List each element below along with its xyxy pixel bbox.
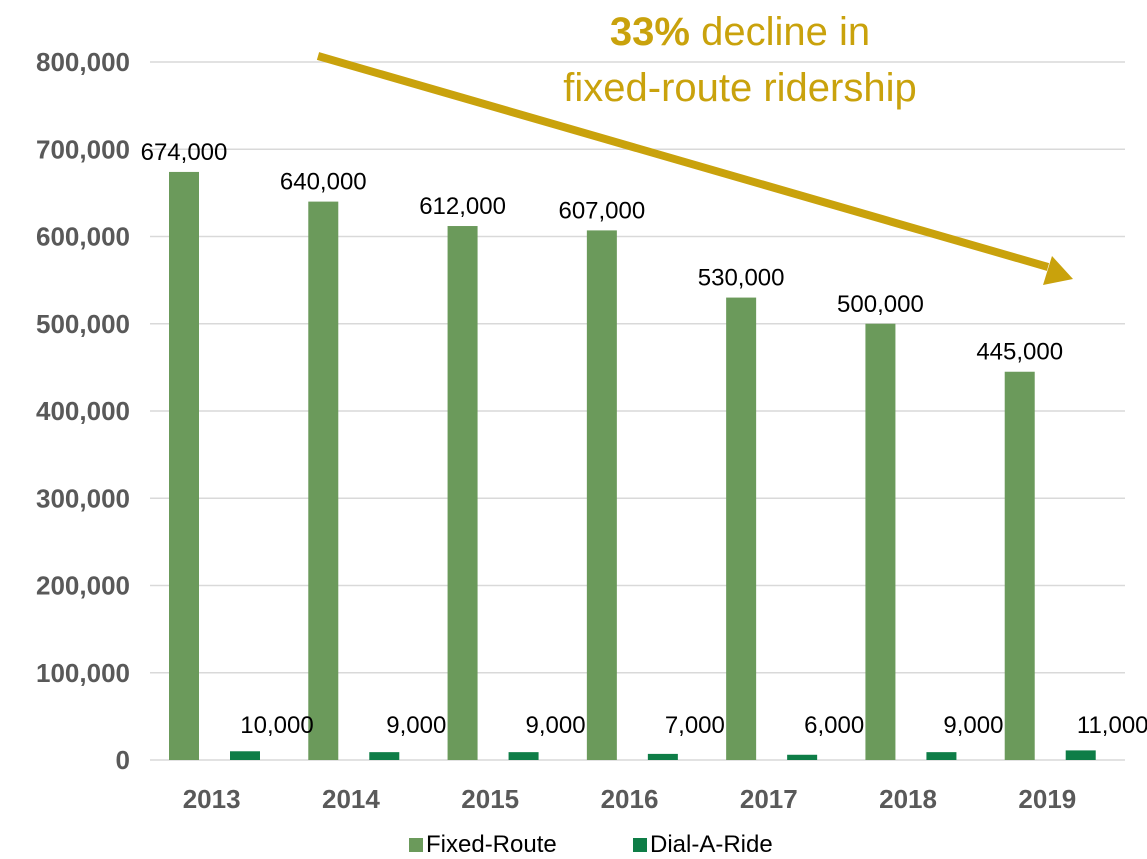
- bar-fixed-route: [726, 297, 757, 760]
- bar-dial-a-ride: [787, 754, 818, 760]
- data-label-fixed-route: 640,000: [280, 169, 367, 196]
- legend-label-dial-a-ride: Dial-A-Ride: [650, 831, 773, 858]
- y-axis: 0 100,000 200,000 300,000 400,000 500,000 600,…: [36, 47, 130, 775]
- y-tick-label: 500,000: [36, 309, 130, 339]
- annotation-line-1: 33% decline in: [610, 10, 870, 54]
- trend-annotation: 33% decline in fixed-route ridership: [316, 10, 1073, 285]
- bars: [169, 171, 1096, 761]
- bar-fixed-route: [308, 201, 339, 761]
- bar-dial-a-ride: [647, 753, 678, 760]
- data-label-dial-a-ride: 6,000: [804, 712, 864, 739]
- data-label-fixed-route: 445,000: [976, 339, 1063, 366]
- y-tick-label: 700,000: [36, 134, 130, 164]
- legend-swatch-fixed-route: [409, 838, 423, 852]
- gridlines: [150, 61, 1125, 761]
- bar-dial-a-ride: [230, 751, 260, 760]
- data-label-fixed-route: 674,000: [141, 139, 228, 166]
- data-label-dial-a-ride: 9,000: [526, 712, 586, 739]
- x-tick-label: 2019: [1018, 784, 1076, 814]
- x-tick-label: 2016: [601, 784, 659, 814]
- data-label-fixed-route: 612,000: [419, 193, 506, 220]
- data-label-fixed-route: 500,000: [837, 291, 924, 318]
- y-tick-label: 800,000: [36, 47, 130, 77]
- bar-fixed-route: [447, 226, 478, 760]
- trend-arrow-head: [1043, 256, 1073, 285]
- y-tick-label: 400,000: [36, 396, 130, 426]
- x-tick-label: 2014: [322, 784, 380, 814]
- x-tick-label: 2015: [461, 784, 519, 814]
- data-label-dial-a-ride: 11,000: [1077, 712, 1147, 739]
- annotation-line-2: fixed-route ridership: [563, 66, 917, 110]
- y-tick-label: 600,000: [36, 222, 130, 252]
- y-tick-label: 300,000: [36, 483, 130, 513]
- data-labels: 674,000 10,000 640,000 9,000 612,000 9,000 607…: [141, 139, 1147, 739]
- bar-fixed-route: [865, 323, 896, 760]
- x-tick-label: 2013: [183, 784, 241, 814]
- x-tick-label: 2018: [879, 784, 937, 814]
- data-label-fixed-route: 607,000: [558, 197, 645, 224]
- annotation-text-1: decline in: [690, 10, 870, 54]
- y-tick-label: 0: [116, 745, 130, 775]
- data-label-dial-a-ride: 7,000: [665, 712, 725, 739]
- bar-dial-a-ride: [926, 752, 957, 760]
- legend-swatch-dial-a-ride: [633, 838, 647, 852]
- legend: Fixed-Route Dial-A-Ride: [409, 831, 773, 858]
- bar-fixed-route: [169, 171, 199, 760]
- data-label-dial-a-ride: 10,000: [240, 712, 313, 739]
- x-axis: 2013 2014 2015 2016 2017 2018 2019: [183, 784, 1077, 814]
- y-tick-label: 200,000: [36, 571, 130, 601]
- data-label-dial-a-ride: 9,000: [943, 712, 1003, 739]
- legend-label-fixed-route: Fixed-Route: [426, 831, 557, 858]
- bar-dial-a-ride: [508, 752, 539, 760]
- bar-dial-a-ride: [1065, 750, 1096, 760]
- trend-arrow-line: [316, 52, 1050, 271]
- x-tick-label: 2017: [740, 784, 798, 814]
- data-label-dial-a-ride: 9,000: [386, 712, 446, 739]
- bar-dial-a-ride: [369, 752, 400, 760]
- bar-fixed-route: [586, 230, 617, 760]
- data-label-fixed-route: 530,000: [698, 265, 785, 292]
- bar-fixed-route: [1004, 371, 1035, 760]
- y-tick-label: 100,000: [36, 658, 130, 688]
- annotation-highlight: 33%: [610, 10, 690, 54]
